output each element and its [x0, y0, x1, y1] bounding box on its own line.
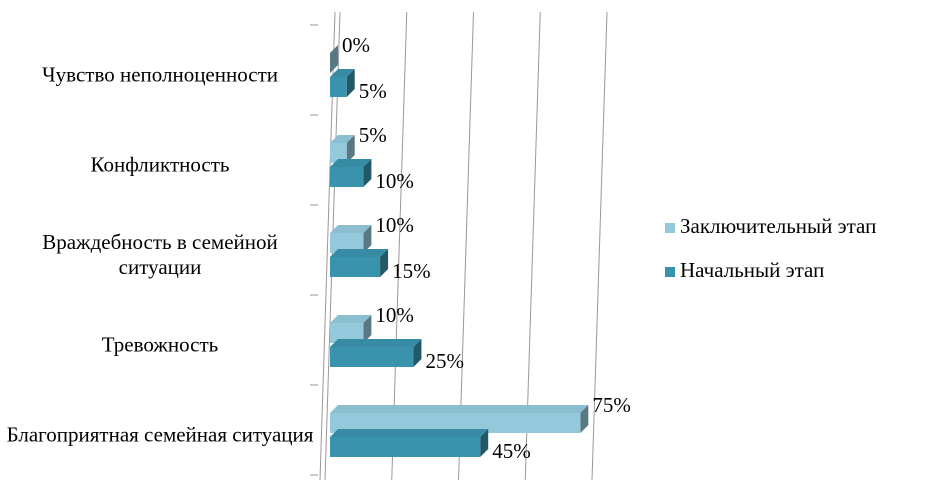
- bar-side: [480, 429, 489, 457]
- data-label: 25%: [425, 349, 464, 373]
- bar-top: [330, 429, 489, 437]
- bar-top: [330, 135, 355, 143]
- bar-side: [346, 135, 355, 163]
- category-label: Чувство неполноценности: [42, 62, 278, 87]
- bar-side: [363, 159, 372, 187]
- category-label: Благоприятная семейная ситуация: [6, 422, 314, 447]
- bar-top: [330, 249, 389, 257]
- bar: [330, 167, 364, 187]
- data-label: 0%: [342, 33, 370, 57]
- data-label: 10%: [375, 213, 414, 237]
- bar-top: [330, 159, 372, 167]
- data-label: 15%: [392, 259, 431, 283]
- bar: [330, 437, 481, 457]
- category-label: Тревожность: [101, 332, 219, 357]
- bar: [330, 143, 347, 163]
- legend-label: Начальный этап: [680, 258, 824, 282]
- bar: [330, 257, 381, 277]
- grid-line: [591, 11, 608, 481]
- bar-top: [330, 69, 355, 77]
- bar-side: [413, 339, 422, 367]
- data-label: 5%: [359, 123, 387, 147]
- bar: [330, 413, 581, 433]
- bar-top: [330, 339, 422, 347]
- bar-side: [363, 225, 372, 253]
- bar-top: [330, 315, 372, 323]
- legend-label: Заключительный этап: [680, 214, 876, 238]
- data-label: 10%: [375, 303, 414, 327]
- legend-swatch: [665, 267, 675, 277]
- bar-side: [330, 45, 338, 73]
- bar: [330, 233, 364, 253]
- data-label: 10%: [375, 169, 414, 193]
- bar-top: [330, 225, 372, 233]
- bar: [330, 77, 347, 97]
- data-label: 45%: [492, 439, 531, 463]
- grid-line: [391, 11, 408, 481]
- grid-line: [458, 11, 474, 481]
- category-label: Конфликтность: [90, 152, 230, 177]
- bar-side: [363, 315, 372, 343]
- category-label: Враждебность в семейной ситуации: [42, 230, 278, 279]
- bar-side: [380, 249, 389, 277]
- data-label: 5%: [359, 79, 387, 103]
- legend-swatch: [665, 223, 675, 233]
- bar-side: [346, 69, 355, 97]
- bar-side: [580, 405, 589, 433]
- data-label: 75%: [592, 393, 631, 417]
- bar: [330, 323, 364, 343]
- grid-line: [524, 11, 541, 481]
- bar-top: [330, 405, 589, 413]
- bar: [330, 347, 414, 367]
